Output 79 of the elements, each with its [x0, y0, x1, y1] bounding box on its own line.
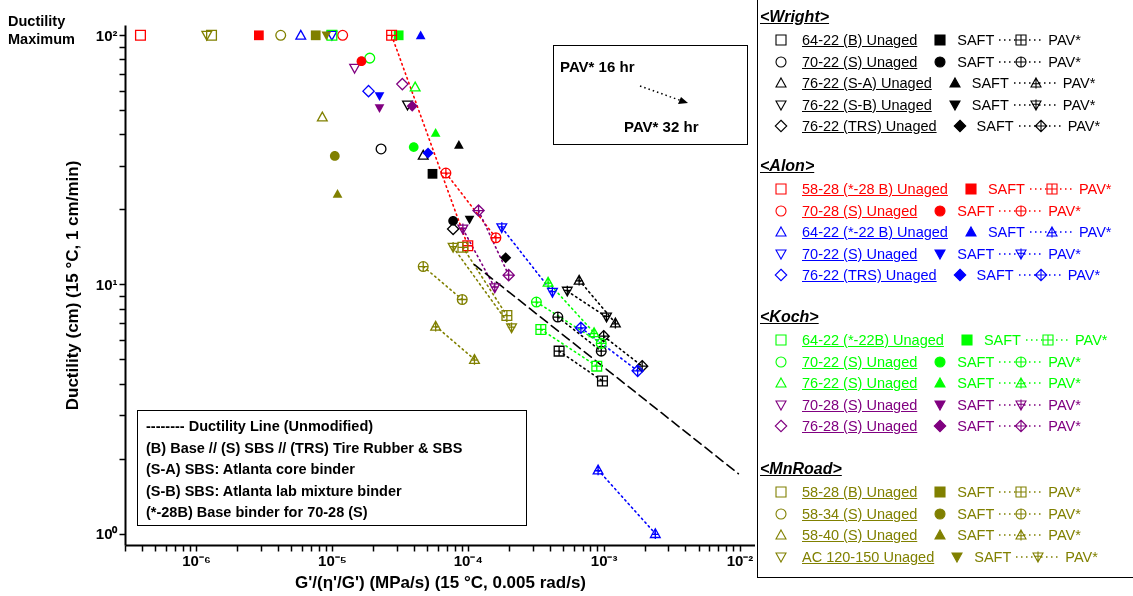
- legend-label: 70-22 (S) Unaged: [802, 245, 918, 262]
- legend-label: PAV*: [1048, 418, 1081, 434]
- x-axis-title: G'/(η'/G') (MPa/s) (15 °C, 0.005 rad/s): [294, 572, 587, 592]
- legend-label: SAFT: [983, 332, 1021, 348]
- legend-label: PAV*: [1078, 181, 1112, 197]
- legend-label: 64-22 (B) Unaged: [802, 32, 918, 48]
- y-tick-label: 10²: [95, 26, 118, 44]
- legend-label: 70-22 (S) Unaged: [802, 353, 918, 370]
- legend-label: 76-22 (TRS) Unaged: [802, 118, 937, 134]
- legend-label: SAFT: [987, 181, 1025, 197]
- text: <MnRoad>: [760, 460, 842, 478]
- y-tick-label: 10¹: [95, 275, 118, 293]
- legend-label: AC 120-150 Unaged: [802, 548, 935, 565]
- annotation: PAV* 32 hr: [624, 118, 699, 135]
- legend-label: 70-28 (S) Unaged: [802, 396, 918, 413]
- legend-label: 64-22 (*-22 B) Unaged: [802, 224, 948, 240]
- legend-label: PAV*: [1048, 32, 1081, 48]
- annotation: (*-28B) Base binder for 70-28 (S): [146, 504, 368, 520]
- legend-label: PAV*: [1048, 375, 1081, 391]
- legend-label: SAFT: [971, 96, 1009, 113]
- legend-label: PAV*: [1048, 202, 1081, 219]
- legend-label: 58-28 (*-28 B) Unaged: [802, 181, 948, 197]
- x-tick-label: 10⁻⁵: [318, 551, 347, 569]
- text: <Wright>: [760, 8, 830, 26]
- legend-label: 76-22 (S) Unaged: [802, 375, 918, 391]
- x-tick-label: 10⁻⁴: [453, 551, 483, 569]
- legend-label: 70-22 (S) Unaged: [802, 53, 918, 70]
- legend-label: PAV*: [1078, 224, 1112, 240]
- legend-label: PAV*: [1062, 75, 1096, 91]
- legend-label: SAFT: [957, 353, 995, 370]
- legend-label: 70-28 (S) Unaged: [802, 202, 918, 219]
- legend-label: SAFT: [974, 548, 1012, 565]
- legend-label: SAFT: [957, 396, 995, 413]
- annotation: (B) Base // (S) SBS // (TRS) Tire Rubber & SBS: [146, 439, 463, 456]
- legend-label: 58-28 (B) Unaged: [802, 484, 918, 500]
- legend-label: PAV*: [1048, 484, 1081, 500]
- legend-label: SAFT: [957, 418, 995, 434]
- legend-label: PAV*: [1048, 245, 1081, 262]
- legend-label: SAFT: [957, 202, 995, 219]
- legend-label: PAV*: [1067, 267, 1101, 283]
- x-tick-label: 10⁻³: [590, 551, 618, 569]
- legend-label: 76-22 (TRS) Unaged: [802, 267, 937, 283]
- x-tick-label: 10⁻²: [726, 551, 754, 569]
- legend-label: SAFT: [971, 75, 1009, 91]
- annotation: PAV* 16 hr: [560, 58, 635, 75]
- legend-label: SAFT: [957, 484, 995, 500]
- legend-label: SAFT: [976, 118, 1014, 134]
- legend-label: PAV*: [1048, 53, 1081, 70]
- legend-label: PAV*: [1067, 118, 1101, 134]
- legend-label: PAV*: [1048, 527, 1081, 543]
- legend-label: PAV*: [1062, 96, 1096, 113]
- legend-label: PAV*: [1048, 353, 1081, 370]
- legend-label: PAV*: [1048, 505, 1081, 522]
- text: Ductility Maximum: [8, 13, 75, 47]
- legend-label: 76-22 (S-A) Unaged: [802, 75, 932, 91]
- text: <Koch>: [760, 308, 819, 326]
- annotation: -------- Ductility Line (Unmodified): [146, 418, 374, 434]
- annotation: (S-B) SBS: Atlanta lab mixture binder: [146, 482, 402, 499]
- y-tick-label: 10⁰: [95, 525, 119, 543]
- legend-label: 76-28 (S) Unaged: [802, 418, 918, 434]
- legend-label: SAFT: [957, 505, 995, 522]
- legend-label: SAFT: [976, 267, 1014, 283]
- legend-label: PAV*: [1074, 332, 1108, 348]
- legend-label: SAFT: [957, 32, 995, 48]
- x-tick-label: 10⁻⁶: [182, 551, 211, 569]
- legend-label: 58-40 (S) Unaged: [802, 527, 918, 543]
- legend-label: SAFT: [957, 245, 995, 262]
- text: <Alon>: [760, 157, 815, 175]
- legend-label: PAV*: [1048, 396, 1081, 413]
- legend-label: 58-34 (S) Unaged: [802, 505, 918, 522]
- legend-label: 76-22 (S-B) Unaged: [802, 96, 932, 113]
- legend-label: SAFT: [987, 224, 1025, 240]
- annotation: (S-A) SBS: Atlanta core binder: [146, 461, 355, 477]
- legend-label: PAV*: [1065, 548, 1098, 565]
- y-axis-title: Ductility (cm) (15 °C, 1 cm/min): [62, 160, 82, 411]
- legend-label: SAFT: [957, 527, 995, 543]
- legend-label: SAFT: [957, 375, 995, 391]
- legend-label: SAFT: [957, 53, 995, 70]
- legend-label: 64-22 (*-22B) Unaged: [802, 332, 944, 348]
